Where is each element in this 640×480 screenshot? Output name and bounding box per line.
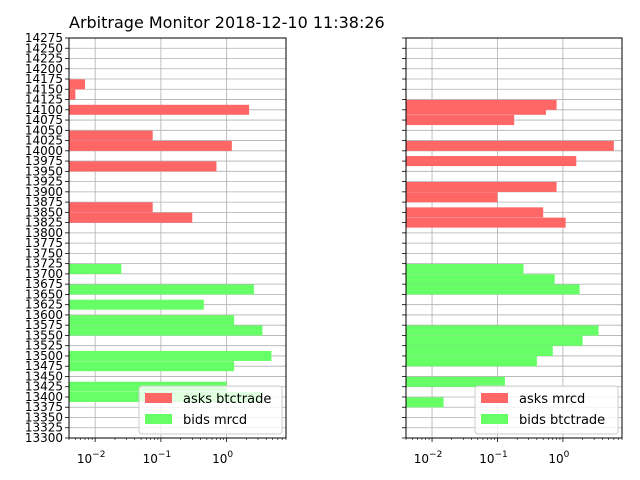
y-tick-label: 13525 — [25, 339, 63, 353]
y-tick-label: 13325 — [25, 421, 63, 435]
bar-asks-btctrade — [69, 89, 76, 100]
y-tick-label: 13300 — [25, 431, 63, 445]
y-tick-label: 13975 — [25, 154, 63, 168]
y-tick-label: 13400 — [25, 390, 63, 404]
x-tick-label: 100 — [212, 450, 233, 466]
y-tick-label: 14125 — [25, 93, 63, 107]
legend-swatch — [145, 414, 172, 424]
bar-asks-mrcd — [406, 156, 577, 167]
x-tick-label: 10−1 — [479, 450, 508, 466]
bar-bids-mrcd — [69, 263, 122, 274]
y-tick-label: 14075 — [25, 113, 63, 127]
bar-asks-mrcd — [406, 104, 546, 115]
y-tick-label: 13725 — [25, 257, 63, 271]
y-tick-label: 13850 — [25, 205, 63, 219]
y-tick-label: 14275 — [25, 31, 63, 45]
y-tick-label: 13425 — [25, 380, 63, 394]
y-tick-label: 13775 — [25, 236, 63, 250]
y-tick-label: 13950 — [25, 164, 63, 178]
x-tick-label: 10−2 — [414, 450, 443, 466]
y-tick-label: 13600 — [25, 308, 63, 322]
bar-bids-btctrade — [406, 274, 555, 285]
bar-bids-btctrade — [406, 397, 444, 408]
legend-label: asks btctrade — [183, 392, 271, 407]
axes-frame — [405, 37, 623, 439]
right-axes: 10−2 10−1 100 asks mrcd bids btctrade — [402, 37, 623, 466]
bar-bids-btctrade — [406, 346, 553, 357]
bar-asks-mrcd — [406, 217, 566, 228]
y-tick-label: 14025 — [25, 134, 63, 148]
y-tick-label: 13475 — [25, 359, 63, 373]
bar-asks-mrcd — [406, 140, 614, 151]
legend-swatch — [145, 393, 172, 403]
bar-asks-btctrade — [69, 212, 193, 223]
bar-bids-btctrade — [406, 335, 583, 346]
y-tick-label: 13375 — [25, 400, 63, 414]
legend-label: bids mrcd — [183, 413, 247, 428]
y-tick-label: 14250 — [25, 41, 63, 55]
axes-frame — [68, 37, 287, 439]
bar-asks-btctrade — [69, 161, 217, 172]
legend-label: asks mrcd — [519, 392, 585, 407]
x-tick-label: 10−1 — [143, 450, 172, 466]
bar-asks-mrcd — [406, 181, 557, 192]
bar-bids-btctrade — [406, 263, 524, 274]
legend: asks mrcd bids btctrade — [474, 385, 619, 435]
bar-asks-btctrade — [69, 140, 232, 151]
y-tick-label: 13575 — [25, 318, 63, 332]
bar-bids-btctrade — [406, 376, 505, 387]
y-tick-label: 14175 — [25, 72, 63, 86]
y-tick-label: 13550 — [25, 328, 63, 342]
bar-bids-btctrade — [406, 356, 537, 367]
x-tick-label: 10−2 — [77, 450, 106, 466]
y-tick-label: 13875 — [25, 195, 63, 209]
bar-bids-mrcd — [69, 361, 235, 372]
y-tick-label: 14100 — [25, 103, 63, 117]
y-tick-label: 13750 — [25, 246, 63, 260]
bar-bids-mrcd — [69, 325, 263, 336]
legend-swatch — [481, 414, 508, 424]
bar-asks-mrcd — [406, 115, 515, 126]
y-tick-label: 13675 — [25, 277, 63, 291]
y-tick-label: 13825 — [25, 216, 63, 230]
y-tick-label: 13900 — [25, 185, 63, 199]
legend: asks btctrade bids mrcd — [138, 385, 283, 435]
bar-bids-btctrade — [406, 325, 599, 336]
bar-bids-mrcd — [69, 315, 235, 326]
y-tick-label: 13800 — [25, 226, 63, 240]
bar-bids-mrcd — [69, 299, 204, 310]
y-tick-label: 13350 — [25, 410, 63, 424]
legend-label: bids btctrade — [519, 413, 605, 428]
bar-asks-btctrade — [69, 202, 153, 213]
legend-swatch — [481, 393, 508, 403]
y-tick-label: 13925 — [25, 175, 63, 189]
bar-bids-btctrade — [406, 284, 580, 295]
bar-asks-btctrade — [69, 130, 153, 141]
left-axes: 1330013325133501337513400134251345013475… — [25, 31, 287, 466]
y-tick-label: 14150 — [25, 82, 63, 96]
bar-bids-mrcd — [69, 350, 272, 361]
legend-box — [474, 385, 619, 435]
x-tick-label: 100 — [548, 450, 569, 466]
y-tick-label: 14050 — [25, 123, 63, 137]
y-tick-label: 14225 — [25, 52, 63, 66]
y-tick-label: 14200 — [25, 62, 63, 76]
bar-asks-btctrade — [69, 104, 250, 115]
legend-box — [138, 385, 283, 435]
y-tick-label: 13625 — [25, 298, 63, 312]
bar-bids-mrcd — [69, 284, 254, 295]
y-tick-label: 13700 — [25, 267, 63, 281]
bar-asks-mrcd — [406, 192, 498, 203]
chart-title: Arbitrage Monitor 2018-12-10 11:38:26 — [69, 13, 385, 32]
bar-asks-mrcd — [406, 207, 544, 218]
y-tick-label: 13650 — [25, 287, 63, 301]
bar-asks-btctrade — [69, 79, 85, 90]
y-tick-label: 14000 — [25, 144, 63, 158]
y-tick-label: 13450 — [25, 369, 63, 383]
y-tick-label: 13500 — [25, 349, 63, 363]
